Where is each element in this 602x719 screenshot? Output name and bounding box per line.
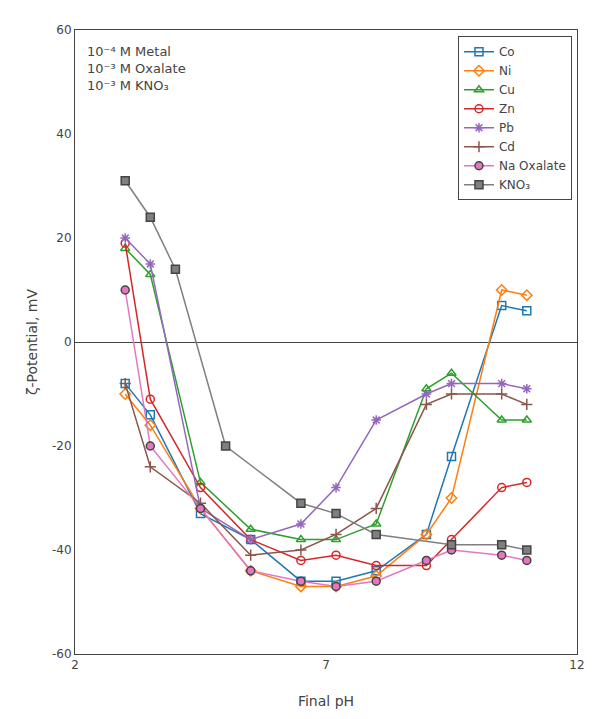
svg-text:KNO₃: KNO₃ [499, 178, 530, 192]
svg-text:Final pH: Final pH [298, 693, 354, 709]
svg-text:-60: -60 [52, 647, 72, 661]
svg-text:0: 0 [64, 335, 72, 349]
svg-text:20: 20 [56, 231, 71, 245]
svg-text:Co: Co [499, 45, 515, 59]
svg-text:Cu: Cu [499, 83, 515, 97]
svg-text:-20: -20 [52, 439, 72, 453]
svg-text:Na Oxalate: Na Oxalate [499, 159, 566, 173]
svg-text:ζ-Potential, mV: ζ-Potential, mV [24, 289, 40, 396]
svg-text:-40: -40 [52, 543, 72, 557]
svg-text:Zn: Zn [499, 102, 515, 116]
svg-text:Ni: Ni [499, 64, 511, 78]
svg-text:60: 60 [56, 23, 71, 37]
svg-text:12: 12 [569, 658, 584, 672]
svg-text:10⁻⁴ M Metal10⁻³ M Oxalate10⁻³: 10⁻⁴ M Metal10⁻³ M Oxalate10⁻³ M KNO₃ [87, 44, 186, 93]
svg-text:Pb: Pb [499, 121, 514, 135]
svg-text:Cd: Cd [499, 140, 515, 154]
svg-text:7: 7 [322, 658, 330, 672]
svg-text:40: 40 [56, 127, 71, 141]
svg-text:2: 2 [71, 658, 79, 672]
